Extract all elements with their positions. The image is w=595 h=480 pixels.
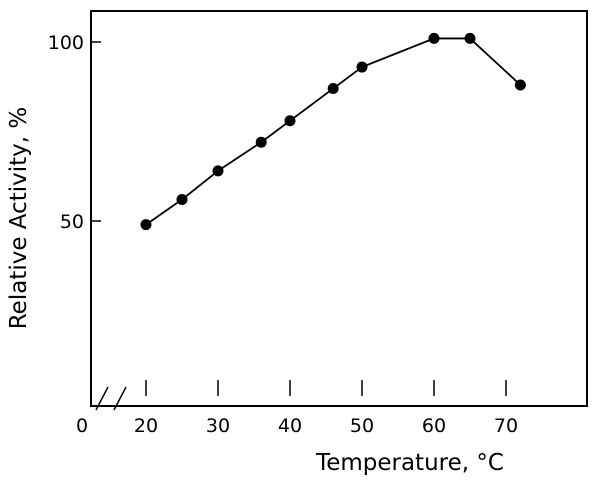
y-ticks: 50 100: [48, 32, 101, 233]
x-tick-label: 60: [422, 415, 446, 437]
data-point: [140, 219, 152, 231]
x-tick-label: 40: [278, 415, 302, 437]
data-point: [514, 79, 526, 91]
plot-frame: [90, 10, 588, 407]
x-tick-label: 30: [206, 415, 230, 437]
data-point: [464, 32, 476, 44]
x-tick-label: 20: [134, 415, 158, 437]
data-point: [212, 165, 224, 177]
y-axis-label: Relative Activity, %: [6, 107, 32, 330]
x-tick-label: 50: [350, 415, 374, 437]
data-points: [140, 32, 526, 231]
y-tick-label: 100: [48, 32, 84, 54]
data-point: [284, 115, 296, 127]
x-tick-label: 70: [494, 415, 518, 437]
y-tick-label: 50: [60, 211, 84, 233]
data-point: [176, 194, 188, 206]
data-point: [428, 32, 440, 44]
x-origin-label: 0: [76, 415, 88, 437]
data-point: [255, 136, 267, 148]
x-axis-label: Temperature, °C: [315, 450, 504, 476]
x-ticks: 20 30 40 50 60 70: [134, 380, 518, 437]
axis-break-mark: [95, 386, 127, 411]
data-point: [327, 83, 339, 95]
data-point: [356, 61, 368, 73]
series-line: [145, 37, 522, 226]
